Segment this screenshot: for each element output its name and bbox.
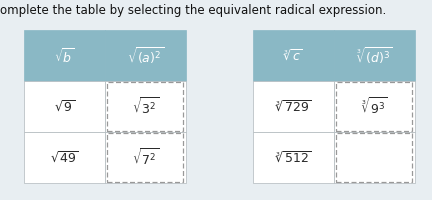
Bar bbox=[24, 31, 105, 82]
Text: omplete the table by selecting the equivalent radical expression.: omplete the table by selecting the equiv… bbox=[0, 4, 386, 17]
Bar bbox=[253, 82, 334, 132]
Text: $\sqrt[3]{729}$: $\sqrt[3]{729}$ bbox=[275, 99, 311, 115]
Bar bbox=[24, 82, 105, 132]
Bar bbox=[107, 134, 183, 182]
Bar bbox=[105, 31, 186, 82]
Bar bbox=[107, 83, 183, 131]
Bar bbox=[24, 132, 105, 183]
Bar bbox=[334, 31, 415, 82]
Text: $\sqrt{9}$: $\sqrt{9}$ bbox=[54, 99, 75, 115]
Bar bbox=[334, 82, 415, 132]
Bar bbox=[253, 31, 334, 82]
Text: $\sqrt{3^2}$: $\sqrt{3^2}$ bbox=[132, 96, 159, 118]
Text: $\sqrt{b}$: $\sqrt{b}$ bbox=[54, 47, 74, 66]
Text: $\sqrt[3]{c}$: $\sqrt[3]{c}$ bbox=[283, 49, 303, 64]
Bar bbox=[336, 134, 412, 182]
Bar bbox=[336, 83, 412, 131]
Text: $\sqrt[3]{(d)^3}$: $\sqrt[3]{(d)^3}$ bbox=[356, 46, 393, 67]
Text: $\sqrt{7^2}$: $\sqrt{7^2}$ bbox=[132, 147, 159, 168]
Text: $\sqrt[3]{9^3}$: $\sqrt[3]{9^3}$ bbox=[361, 96, 388, 118]
Text: $\sqrt[3]{512}$: $\sqrt[3]{512}$ bbox=[275, 150, 311, 165]
Bar bbox=[253, 132, 334, 183]
Text: $\sqrt{(a)^2}$: $\sqrt{(a)^2}$ bbox=[127, 46, 164, 67]
Bar bbox=[105, 82, 186, 132]
Bar bbox=[334, 132, 415, 183]
Bar bbox=[105, 132, 186, 183]
Text: $\sqrt{49}$: $\sqrt{49}$ bbox=[50, 150, 79, 165]
